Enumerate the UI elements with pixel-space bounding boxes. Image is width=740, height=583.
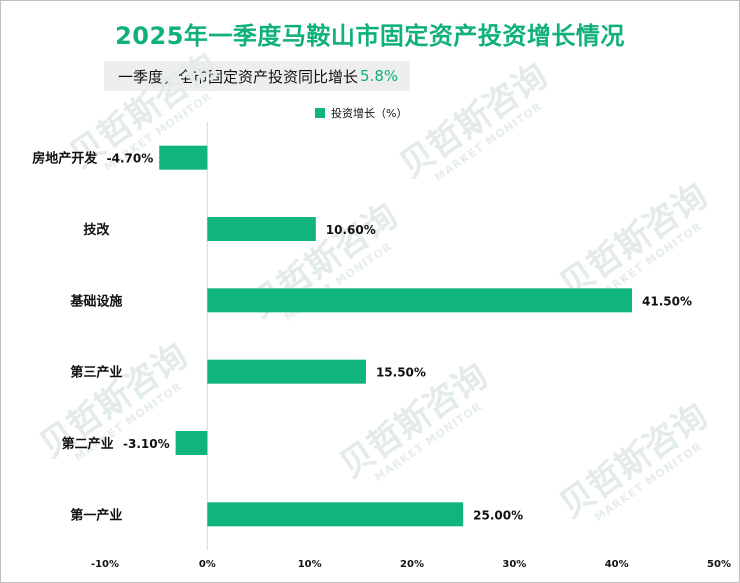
- x-tick-label: 40%: [605, 559, 629, 570]
- data-label: 25.00%: [473, 508, 523, 522]
- data-label: 15.50%: [376, 366, 426, 380]
- x-tick-label: -10%: [91, 559, 119, 570]
- category-label: 房地产开发: [32, 151, 98, 167]
- chart-title: 2025年一季度马鞍山市固定资产投资增长情况: [115, 22, 625, 50]
- bar: [207, 217, 316, 241]
- data-label: 41.50%: [642, 294, 692, 308]
- x-tick-label: 20%: [400, 559, 424, 570]
- bar: [207, 359, 366, 384]
- subtitle-box: 一季度，全市固定资产投资同比增长 5.8%: [104, 61, 411, 91]
- x-tick-label: 50%: [707, 559, 731, 570]
- data-label: -4.70%: [107, 152, 154, 166]
- data-label: -3.10%: [123, 437, 170, 451]
- legend: 投资增长（%）: [315, 106, 407, 120]
- x-tick-label: 10%: [298, 559, 322, 570]
- category-label: 第一产业: [70, 507, 122, 523]
- subtitle-text: 一季度，全市固定资产投资同比增长: [118, 67, 359, 86]
- watermark-text: 贝哲斯咨询: [393, 56, 555, 186]
- bar: [207, 288, 633, 313]
- x-tick-label: 30%: [502, 559, 526, 570]
- x-axis: -10% 0% 10% 20% 30% 40% 50%: [91, 122, 731, 570]
- x-tick-label: 0%: [199, 559, 216, 570]
- category-label: 第二产业: [62, 436, 114, 452]
- category-label: 技改: [83, 222, 110, 238]
- subtitle-highlight: 5.8%: [360, 67, 399, 85]
- bar: [159, 145, 208, 170]
- category-label: 基础设施: [69, 293, 122, 309]
- data-label: 10.60%: [326, 223, 376, 237]
- legend-swatch: [315, 108, 325, 118]
- bar: [207, 502, 464, 527]
- legend-label: 投资增长（%）: [331, 106, 407, 120]
- watermark-text: 贝哲斯咨询: [553, 176, 715, 306]
- bars-layer: 房地产开发 -4.70% 技改 10.60% 基础设施 41.50% 第三产业 15.50% 第…: [32, 145, 692, 527]
- bar: [175, 431, 208, 455]
- category-label: 第三产业: [70, 365, 122, 381]
- watermark-text: 贝哲斯咨询: [33, 336, 195, 466]
- watermark-text: 贝哲斯咨询: [553, 396, 715, 526]
